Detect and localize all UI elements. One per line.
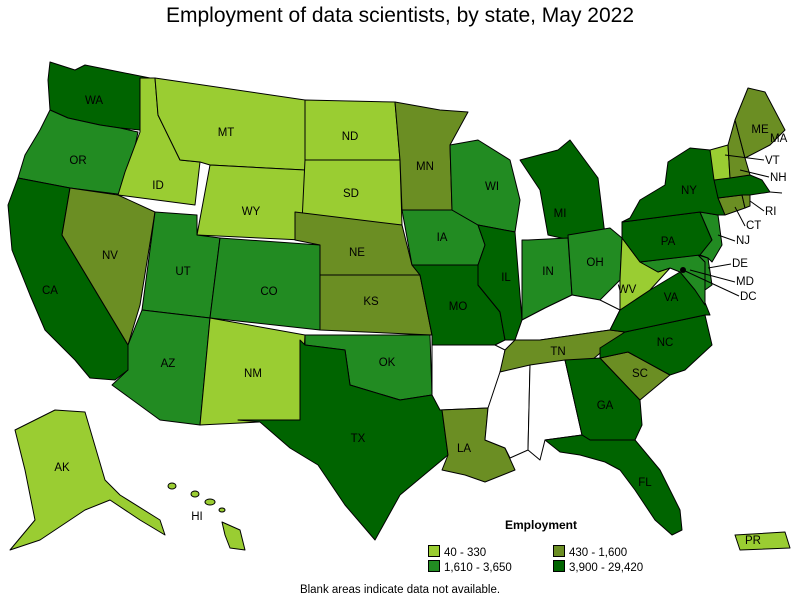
- legend-item-1: 40 - 330: [428, 545, 486, 559]
- state-ny: [621, 147, 726, 223]
- dc-marker: [680, 267, 686, 273]
- label-fl: FL: [638, 477, 652, 489]
- state-wi: [449, 139, 521, 233]
- label-ok: OK: [379, 357, 396, 369]
- state-regions: [7, 61, 791, 551]
- side-labels: VT NH MA RI CT NJ DE MD DC: [680, 133, 788, 303]
- legend-item-3: 1,610 - 3,650: [428, 560, 512, 574]
- legend-swatch-2: [553, 545, 565, 557]
- label-wa: WA: [85, 95, 103, 107]
- state-il: [477, 224, 523, 341]
- state-nd: [304, 99, 401, 161]
- label-mi: MI: [554, 208, 567, 220]
- leader-nh: [739, 169, 770, 178]
- label-nh: NH: [770, 172, 787, 184]
- label-sc: SC: [632, 368, 648, 380]
- legend-item-4: 3,900 - 29,420: [553, 560, 643, 574]
- state-vt: [709, 144, 731, 181]
- label-ca: CA: [42, 285, 58, 297]
- label-mo: MO: [449, 301, 468, 313]
- label-hi: HI: [191, 511, 203, 523]
- state-wy: [196, 164, 306, 241]
- label-ne: NE: [349, 247, 365, 259]
- state-nh: [727, 119, 751, 179]
- legend-swatch-1: [428, 545, 440, 557]
- label-ut: UT: [175, 266, 190, 278]
- label-nm: NM: [244, 368, 262, 380]
- leader-ma: [769, 191, 783, 194]
- label-nv: NV: [102, 250, 118, 262]
- leader-de: [707, 263, 732, 269]
- label-oh: OH: [586, 257, 603, 269]
- label-in: IN: [542, 266, 554, 278]
- label-nj: NJ: [736, 235, 750, 247]
- state-fl: [544, 434, 683, 536]
- label-pa: PA: [661, 236, 676, 248]
- label-ny: NY: [681, 185, 697, 197]
- leader-ri: [749, 200, 765, 212]
- state-hi: [221, 521, 246, 551]
- label-id: ID: [152, 180, 164, 192]
- label-ak: AK: [54, 462, 70, 474]
- label-nd: ND: [342, 131, 359, 143]
- state-ma: [713, 174, 771, 199]
- label-tx: TX: [351, 433, 366, 445]
- label-or: OR: [69, 155, 86, 167]
- label-ks: KS: [363, 296, 379, 308]
- label-md: MD: [736, 276, 754, 288]
- label-ia: IA: [437, 232, 448, 244]
- state-nv: [61, 187, 156, 346]
- label-az: AZ: [161, 358, 176, 370]
- label-vt: VT: [765, 155, 780, 167]
- label-wv: WV: [618, 284, 637, 296]
- legend-item-2: 430 - 1,600: [553, 545, 627, 559]
- label-nc: NC: [657, 337, 674, 349]
- label-mt: MT: [218, 127, 235, 139]
- label-mn: MN: [416, 161, 434, 173]
- label-va: VA: [664, 292, 679, 304]
- label-ma: MA: [770, 133, 788, 145]
- label-pr: PR: [745, 535, 761, 547]
- leader-nj: [717, 234, 736, 242]
- footnote: Blank areas indicate data not available.: [299, 584, 501, 596]
- legend-label-2: 430 - 1,600: [569, 547, 628, 559]
- leader-dc: [682, 269, 740, 297]
- label-co: CO: [260, 286, 277, 298]
- label-tn: TN: [550, 346, 565, 358]
- legend-label-4: 3,900 - 29,420: [569, 562, 644, 574]
- label-ct: CT: [746, 220, 761, 232]
- leader-ct: [734, 206, 746, 227]
- label-de: DE: [732, 258, 748, 270]
- label-sd: SD: [343, 188, 359, 200]
- legend-label-3: 1,610 - 3,650: [444, 562, 512, 574]
- label-la: LA: [457, 443, 471, 455]
- state-co: [209, 237, 321, 331]
- map-title: Employment of data scientists, by state,…: [165, 4, 635, 27]
- leader-vt: [724, 154, 765, 161]
- label-ga: GA: [597, 400, 614, 412]
- legend-title: Employment: [505, 518, 578, 532]
- legend-label-1: 40 - 330: [444, 547, 487, 559]
- state-mi: [519, 139, 606, 241]
- leader-md: [689, 269, 736, 283]
- state-ak: [9, 409, 166, 551]
- label-il: IL: [501, 272, 511, 284]
- hawaii-islands: [167, 482, 226, 513]
- label-ri: RI: [765, 206, 777, 218]
- label-wi: WI: [485, 181, 499, 193]
- state-me: [734, 87, 786, 159]
- legend-swatch-3: [428, 560, 440, 572]
- state-labels: WA OR CA ID NV MT WY UT AZ CO NM ND SD N…: [42, 95, 769, 547]
- label-dc: DC: [740, 291, 757, 303]
- label-wy: WY: [242, 206, 261, 218]
- state-nj: [699, 211, 723, 263]
- state-tx: [237, 339, 449, 541]
- label-me: ME: [751, 124, 769, 136]
- legend-swatch-4: [553, 560, 565, 572]
- state-pr: [734, 531, 791, 551]
